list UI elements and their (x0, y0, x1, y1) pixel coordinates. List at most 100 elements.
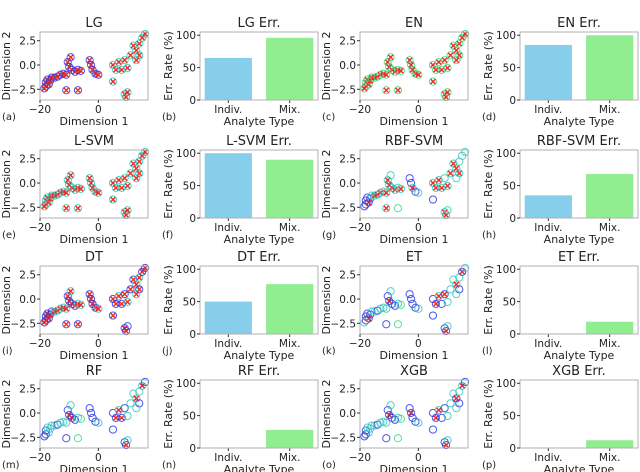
error-x-marker (118, 300, 125, 307)
error-x-marker (121, 291, 128, 298)
panel-letter: (j) (162, 346, 173, 357)
data-point (393, 204, 403, 213)
data-point (452, 290, 461, 299)
x-tick-label: Mix. (599, 222, 621, 234)
data-point (94, 188, 103, 197)
panel-title: ET Err. (558, 250, 600, 265)
error-x-marker (386, 298, 393, 304)
x-tick-label: 0 (95, 338, 102, 350)
x-tick-label: Indiv. (214, 104, 242, 116)
data-point (452, 280, 461, 289)
y-tick-label: −2.5 (11, 84, 37, 96)
error-x-marker (121, 175, 128, 182)
y-tick-label: −2.5 (11, 202, 37, 214)
bar-mix (266, 429, 314, 448)
error-x-marker (441, 57, 448, 64)
error-x-marker (63, 321, 70, 328)
x-tick-label: −20 (349, 104, 371, 116)
error-x-marker (121, 57, 128, 64)
error-x-marker (383, 71, 390, 78)
y-tick-label: 50 (183, 411, 196, 423)
x-tick-label: Indiv. (214, 452, 242, 464)
data-point (73, 204, 83, 213)
data-point (65, 180, 74, 190)
data-point (440, 290, 449, 299)
bar-indiv (204, 301, 252, 334)
error-x-marker (63, 189, 70, 196)
x-axis-label: Analyte Type (544, 233, 615, 246)
data-point (120, 56, 129, 65)
data-point (393, 86, 403, 95)
x-tick-label: Mix. (279, 338, 301, 350)
data-point (443, 63, 452, 73)
panel-f: L-SVM Err. (f) Indiv. Mix. 0 50 100 Analyte Typ… (162, 134, 319, 246)
data-point (132, 394, 141, 403)
axes-frame (359, 149, 469, 219)
y-axis-label: Dimension 2 (320, 266, 333, 335)
data-point (405, 290, 414, 299)
error-x-marker (77, 301, 84, 308)
data-point (367, 421, 376, 430)
x-axis-label: Analyte Type (224, 463, 295, 472)
y-axis-label: Err. Rate (%) (162, 379, 175, 449)
error-x-marker (67, 288, 74, 295)
data-point (108, 425, 118, 434)
data-point (440, 56, 449, 65)
panel-title: DT (85, 250, 103, 265)
panel-g: RBF-SVM (g) −20 0 −2.5 0.0 2.5 Dimension 1 Dimen… (320, 134, 470, 246)
data-point (452, 164, 461, 173)
x-axis-label: Analyte Type (224, 233, 295, 246)
panel-title: L-SVM Err. (226, 134, 292, 149)
panel-title: RF Err. (238, 364, 280, 379)
y-tick-label: 100 (176, 30, 196, 42)
error-x-marker (395, 87, 401, 94)
data-point (94, 418, 103, 427)
x-tick-label: Mix. (279, 104, 301, 116)
bar-mix (586, 321, 634, 334)
scatter-points (360, 263, 470, 336)
data-point (66, 287, 75, 296)
data-point (446, 399, 455, 408)
bar-indiv (204, 57, 252, 100)
data-point (437, 299, 446, 308)
y-axis-label: Err. Rate (%) (482, 31, 495, 101)
data-point (440, 404, 449, 413)
y-tick-label: 2.5 (19, 270, 36, 282)
error-x-marker (77, 67, 84, 74)
error-x-marker (136, 274, 143, 281)
axes-frame (519, 265, 639, 335)
error-x-marker (136, 158, 143, 165)
data-point (123, 206, 132, 215)
y-tick-label: −2.5 (331, 202, 357, 214)
panel-letter: (a) (2, 112, 16, 123)
data-point (40, 318, 49, 327)
data-point (65, 410, 74, 420)
data-point (123, 322, 132, 331)
y-tick-label: −2.5 (331, 84, 357, 96)
data-point (386, 171, 395, 180)
axes-frame (359, 265, 469, 335)
panel-title: RBF-SVM Err. (537, 134, 621, 149)
y-tick-label: 0.0 (339, 60, 356, 72)
x-axis-label: Analyte Type (224, 115, 295, 128)
y-tick-label: −2.5 (331, 432, 357, 444)
data-point (442, 326, 451, 336)
data-point (140, 377, 150, 387)
axes-frame (199, 379, 319, 449)
data-point (120, 174, 129, 183)
axes-frame (39, 379, 149, 449)
data-point (126, 51, 135, 60)
x-tick-label: −20 (29, 452, 51, 464)
data-point (132, 290, 141, 299)
error-x-marker (387, 54, 394, 61)
data-point (120, 404, 129, 413)
x-axis-label: Dimension 1 (380, 115, 449, 128)
scatter-points (40, 147, 150, 220)
error-x-marker (110, 78, 116, 85)
panel-title: RBF-SVM (385, 134, 443, 149)
x-tick-label: −20 (349, 452, 371, 464)
error-x-marker (95, 71, 102, 78)
data-point (123, 297, 132, 307)
panel-p: XGB Err. (p) Indiv. Mix. 0 50 100 Analyte Type E… (482, 364, 639, 472)
y-tick-label: 2.5 (19, 384, 36, 396)
